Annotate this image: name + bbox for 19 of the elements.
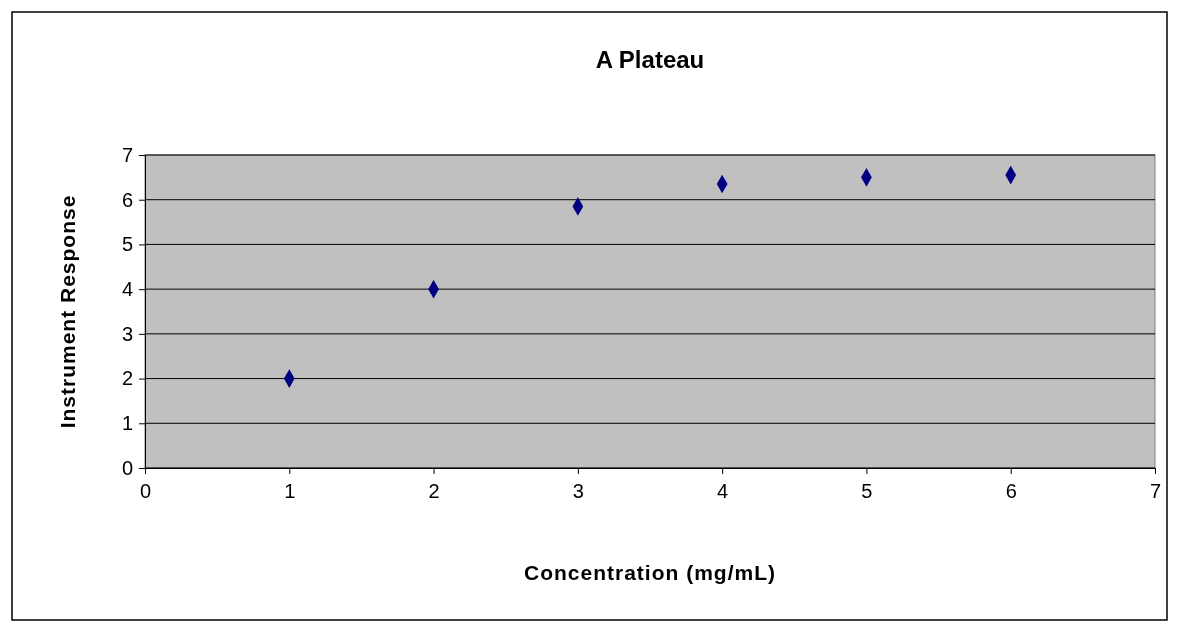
x-axis-title: Concentration (mg/mL) xyxy=(524,561,776,584)
x-tick-label: 1 xyxy=(284,480,296,503)
x-tick-label: 5 xyxy=(861,480,873,503)
y-tick-label: 6 xyxy=(121,188,133,211)
x-tick-label: 4 xyxy=(717,480,729,503)
y-tick-label: 7 xyxy=(121,143,133,166)
y-tick-label: 2 xyxy=(121,367,133,390)
chart-title: A Plateau xyxy=(595,46,705,73)
x-tick-label: 0 xyxy=(139,480,152,503)
y-tick-label: 1 xyxy=(121,412,133,435)
y-tick-label: 3 xyxy=(121,322,133,345)
y-tick-label: 4 xyxy=(121,278,133,301)
x-tick-label: 7 xyxy=(1149,480,1162,503)
y-axis-title: Instrument Response xyxy=(56,194,79,429)
x-tick-label: 6 xyxy=(1005,480,1017,503)
y-tick-label: 5 xyxy=(121,233,133,256)
y-tick-label: 0 xyxy=(121,456,133,479)
x-tick-label: 2 xyxy=(428,480,440,503)
x-tick-label: 3 xyxy=(572,480,584,503)
